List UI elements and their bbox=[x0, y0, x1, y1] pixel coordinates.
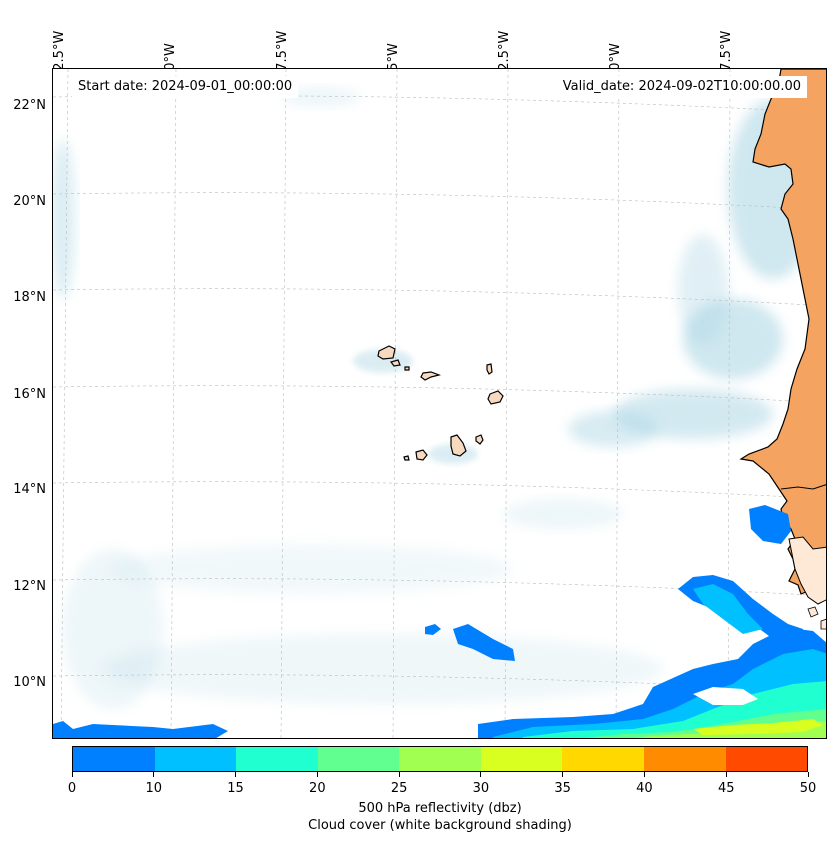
colorbar-tick-label: 10 bbox=[145, 781, 163, 796]
colorbar-tick-label: 25 bbox=[390, 781, 408, 796]
valid-date-label: Valid_date: 2024-09-02T10:00:00.00 bbox=[556, 76, 807, 98]
colorbar-tick bbox=[480, 772, 482, 777]
cloud-patch bbox=[281, 87, 361, 107]
island-santa-luzia bbox=[404, 366, 410, 371]
colorbar-tick bbox=[153, 772, 155, 777]
colorbar-label-primary: 500 hPa reflectivity (dbz) bbox=[358, 801, 522, 816]
island-maio bbox=[475, 434, 484, 445]
reflectivity-arm-cyan bbox=[693, 584, 763, 634]
cloud-patch bbox=[568, 411, 658, 447]
colorbar-tick-label: 45 bbox=[717, 781, 735, 796]
cloud-patch bbox=[103, 634, 663, 704]
guinea-bissau-coast bbox=[788, 536, 826, 605]
colorbar-tick bbox=[398, 772, 400, 777]
colorbar-tick-label: 40 bbox=[636, 781, 653, 796]
colorbar-tick bbox=[562, 772, 564, 777]
colorbar-segment bbox=[643, 747, 726, 771]
colorbar-tick-label: 0 bbox=[67, 781, 77, 796]
island-santo-antao bbox=[377, 345, 396, 360]
island-sao-vicente bbox=[389, 359, 401, 367]
cloud-patch bbox=[53, 139, 75, 299]
colorbar-tick-label: 15 bbox=[227, 781, 244, 796]
start-date-label: Start date: 2024-09-01_00:00:00 bbox=[72, 76, 299, 98]
colorbar-segment bbox=[317, 747, 400, 771]
colorbar-tick bbox=[643, 772, 645, 777]
colorbar-tick bbox=[725, 772, 727, 777]
colorbar-tick bbox=[807, 772, 809, 777]
bissagos-islands bbox=[807, 606, 826, 630]
lat-label-14n: 14°N bbox=[13, 482, 46, 497]
lat-label-10n: 10°N bbox=[13, 675, 46, 690]
colorbar-segment bbox=[562, 747, 644, 771]
colorbar-label-secondary: Cloud cover (white background shading) bbox=[308, 818, 572, 833]
reflectivity-blob-mid bbox=[453, 624, 515, 661]
island-fogo bbox=[415, 449, 428, 461]
colorbar-tick-label: 35 bbox=[554, 781, 571, 796]
cloud-patch bbox=[113, 544, 513, 594]
colorbar bbox=[72, 746, 808, 772]
reflectivity-layer bbox=[53, 505, 826, 738]
colorbar-tick-label: 50 bbox=[799, 781, 817, 796]
colorbar-segment bbox=[480, 747, 563, 771]
colorbar-segment bbox=[236, 747, 318, 771]
island-boa-vista bbox=[487, 390, 504, 405]
colorbar-tick bbox=[235, 772, 237, 777]
island-sal bbox=[486, 363, 493, 375]
island-sao-nicolau bbox=[420, 371, 442, 381]
cloud-patch bbox=[503, 499, 623, 529]
colorbar-tick-label: 20 bbox=[309, 781, 326, 796]
reflectivity-blob-small bbox=[425, 624, 441, 635]
reflectivity-core-yellow bbox=[693, 719, 823, 735]
lat-label-12n: 12°N bbox=[13, 579, 46, 594]
colorbar-segment bbox=[154, 747, 237, 771]
lat-label-22n: 22°N bbox=[13, 98, 46, 113]
cloud-patch bbox=[678, 234, 728, 344]
lat-label-16n: 16°N bbox=[13, 387, 46, 402]
colorbar-tick bbox=[316, 772, 318, 777]
lat-label-20n: 20°N bbox=[13, 194, 46, 209]
gambia-border bbox=[780, 484, 826, 490]
reflectivity-blob-senegal bbox=[749, 505, 791, 544]
lat-label-18n: 18°N bbox=[13, 290, 46, 305]
colorbar-tick-label: 30 bbox=[472, 781, 490, 796]
map-panel[interactable] bbox=[52, 68, 827, 739]
reflectivity-hole bbox=[693, 687, 758, 705]
cape-verde-islands bbox=[377, 345, 504, 461]
colorbar-segment bbox=[399, 747, 481, 771]
colorbar-segment bbox=[73, 747, 155, 771]
reflectivity-blob-west bbox=[53, 721, 228, 738]
island-brava bbox=[403, 455, 410, 461]
cloud-patch bbox=[353, 349, 413, 373]
africa-landmass bbox=[739, 69, 826, 595]
colorbar-tick bbox=[71, 772, 73, 777]
cloud-cover-layer bbox=[53, 87, 818, 709]
island-santiago bbox=[450, 434, 467, 457]
cloud-patch bbox=[63, 549, 163, 709]
map-canvas bbox=[53, 69, 826, 738]
colorbar-segment bbox=[725, 747, 808, 771]
